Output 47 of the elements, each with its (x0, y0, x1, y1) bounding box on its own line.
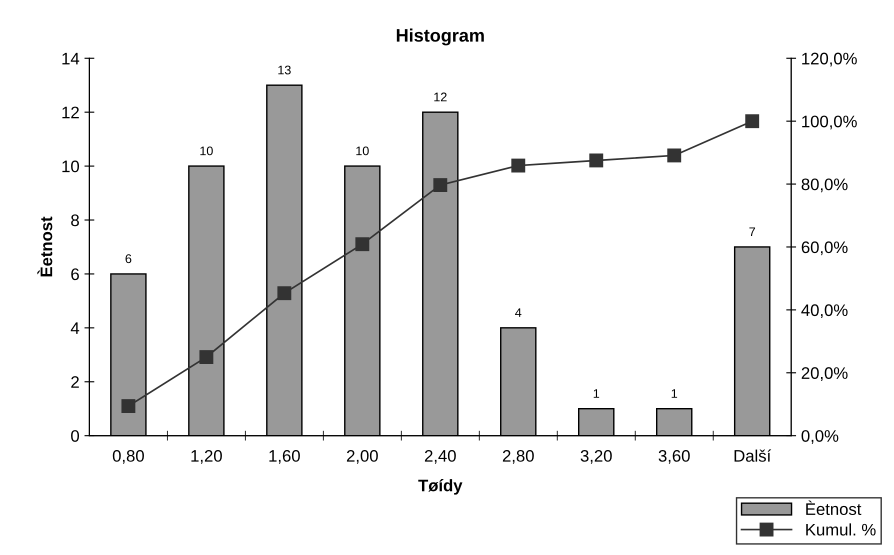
legend-label: Èetnost (806, 500, 862, 516)
point (355, 237, 370, 252)
point (589, 154, 604, 168)
point (121, 399, 136, 414)
data-label: 4 (515, 308, 522, 317)
x-tick-label: 2,00 (346, 450, 378, 464)
y-axis-title: Èetnost (37, 216, 52, 276)
x-tick-label: 2,80 (502, 450, 534, 464)
point (199, 350, 214, 364)
data-label: 10 (200, 146, 213, 156)
x-tick-label: 0,80 (112, 450, 144, 464)
y-tick-label: 6 (71, 268, 79, 280)
x-tick-label: 3,60 (658, 450, 690, 464)
data-label: 6 (126, 254, 132, 264)
data-label: 10 (356, 146, 369, 156)
y2-tick-label: 40,0% (801, 304, 848, 318)
x-tick-label: Další (734, 449, 772, 462)
data-label: 1 (594, 389, 600, 398)
point (433, 178, 448, 192)
y-tick-label: 12 (62, 106, 79, 118)
data-label: 1 (672, 389, 678, 398)
y-tick-label: 0 (71, 430, 80, 442)
y-tick-label: 2 (71, 376, 79, 388)
x-tick-label: 1,20 (191, 450, 222, 464)
data-label: 12 (434, 92, 447, 102)
data-label: 13 (278, 66, 291, 74)
x-tick-label: 1,60 (269, 450, 300, 464)
y2-tick-label: 80,0% (802, 178, 848, 192)
chart-title: Histogram (396, 28, 484, 46)
x-tick-label: 2,40 (424, 450, 456, 464)
point (667, 148, 682, 162)
y-tick-label: 10 (62, 160, 80, 172)
y2-tick-label: 60,0% (802, 241, 848, 256)
x-tick-label: 3,20 (580, 450, 612, 464)
y-tick-label: 8 (71, 214, 79, 226)
legend-label: Kumul. % (806, 523, 876, 536)
y2-tick-label: 100,0% (802, 116, 857, 130)
y-tick-label: 4 (70, 322, 80, 334)
data-label: 7 (749, 227, 756, 236)
y2-tick-label: 0,0% (802, 430, 838, 444)
point (511, 158, 526, 172)
y2-tick-label: 120,0% (802, 52, 857, 66)
y2-tick-label: 20,0% (802, 367, 848, 381)
y-tick-label: 14 (62, 52, 80, 64)
point (745, 114, 760, 128)
x-axis-title: Tøídy (418, 478, 462, 495)
point (277, 286, 292, 300)
